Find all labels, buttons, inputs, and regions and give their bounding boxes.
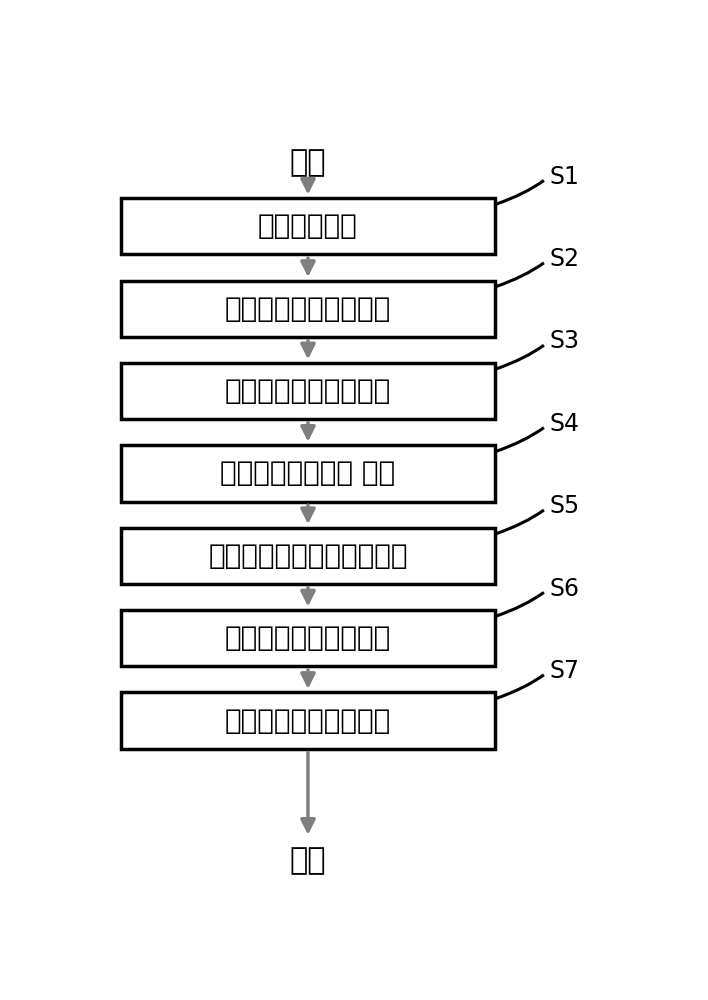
Text: 输出病灶区域分割结果: 输出病灶区域分割结果	[225, 707, 391, 735]
FancyBboxPatch shape	[122, 198, 494, 254]
FancyBboxPatch shape	[122, 445, 494, 502]
Text: S7: S7	[549, 659, 579, 683]
Text: 输入病理图像: 输入病理图像	[258, 212, 358, 240]
Text: 分类模型识别病灶类型: 分类模型识别病灶类型	[225, 377, 391, 405]
Text: S2: S2	[549, 247, 579, 271]
FancyBboxPatch shape	[122, 528, 494, 584]
Text: 输出病灶类型分类 结果: 输出病灶类型分类 结果	[220, 459, 396, 487]
Text: S6: S6	[549, 577, 579, 601]
Text: 分割模型分割病灶区域: 分割模型分割病灶区域	[225, 624, 391, 652]
FancyBboxPatch shape	[122, 281, 494, 337]
Text: 结束: 结束	[290, 846, 326, 875]
Text: S3: S3	[549, 329, 579, 353]
Text: 使用滑动窗口进行切分: 使用滑动窗口进行切分	[225, 295, 391, 323]
Text: S4: S4	[549, 412, 579, 436]
Text: 开始: 开始	[290, 148, 326, 177]
FancyBboxPatch shape	[122, 610, 494, 666]
FancyBboxPatch shape	[122, 692, 494, 749]
Text: S1: S1	[549, 165, 579, 189]
FancyBboxPatch shape	[122, 363, 494, 419]
Text: 根据诊断结果选择分割模型: 根据诊断结果选择分割模型	[208, 542, 408, 570]
Text: S5: S5	[549, 494, 580, 518]
